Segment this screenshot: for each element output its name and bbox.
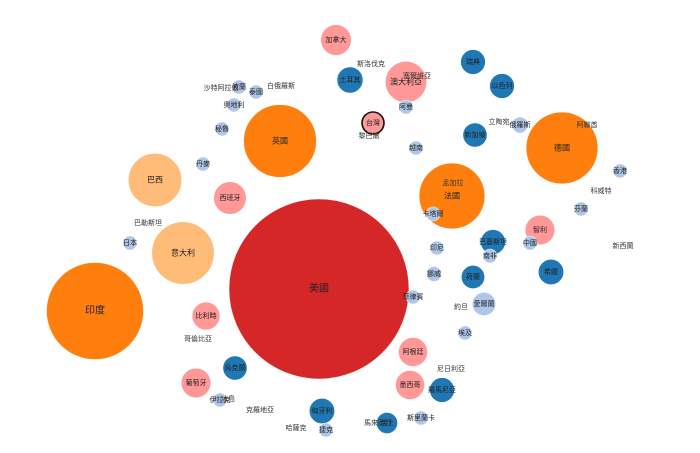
bubble-40[interactable]: [212, 392, 228, 408]
bubble-47[interactable]: [457, 325, 473, 341]
bubble-0[interactable]: [228, 198, 410, 380]
bubble-25[interactable]: [460, 264, 485, 289]
bubble-3[interactable]: [525, 111, 599, 185]
bubble-35[interactable]: [573, 201, 589, 217]
bubble-33[interactable]: [214, 121, 230, 137]
bubble-44[interactable]: [429, 240, 445, 256]
bubble-39[interactable]: [482, 248, 498, 264]
outer-label-6: 科威特: [591, 186, 612, 195]
bubble-26[interactable]: [429, 377, 455, 403]
bubble-32[interactable]: [195, 156, 211, 172]
bubble-38[interactable]: [248, 84, 264, 100]
bubble-14[interactable]: [398, 337, 428, 367]
bubble-23[interactable]: [222, 355, 248, 381]
bubble-31[interactable]: [612, 163, 628, 179]
bubble-16[interactable]: [336, 66, 364, 94]
bubble-27[interactable]: [471, 291, 496, 316]
bubble-29[interactable]: [522, 235, 538, 251]
outer-label-0: 尼日利亞: [437, 364, 465, 373]
bubble-1[interactable]: [46, 262, 144, 360]
outer-label-1: 巴勒斯坦: [134, 218, 162, 227]
bubble-5[interactable]: [151, 221, 215, 285]
outer-label-5: 哥倫比亞: [184, 334, 212, 343]
bubble-18[interactable]: [489, 73, 515, 99]
outer-label-4: 斯洛伐克: [357, 59, 385, 68]
outer-label-10: 約旦: [454, 302, 468, 311]
bubble-12[interactable]: [395, 370, 425, 400]
bubble-7[interactable]: [384, 60, 427, 104]
bubble-10[interactable]: [191, 301, 221, 331]
bubble-11[interactable]: [180, 367, 212, 399]
bubble-28[interactable]: [511, 116, 529, 134]
bubble-22[interactable]: [376, 412, 398, 434]
bubble-34[interactable]: [226, 97, 242, 113]
outer-label-3: 白俄羅斯: [267, 81, 295, 90]
outer-label-16: 立陶宛: [489, 117, 510, 126]
bubble-48[interactable]: [413, 410, 429, 426]
bubble-37[interactable]: [425, 206, 441, 222]
bubble-41[interactable]: [231, 79, 247, 95]
bubble-9[interactable]: [320, 24, 352, 56]
outer-label-15: 克羅地亞: [246, 405, 274, 414]
outer-label-12: 哈薩克: [286, 423, 307, 432]
bubble-43[interactable]: [408, 140, 424, 156]
bubble-15[interactable]: [361, 111, 385, 135]
bubble-19[interactable]: [462, 122, 488, 148]
bubble-30[interactable]: [122, 235, 138, 251]
bubble-2[interactable]: [243, 104, 317, 178]
bubble-6[interactable]: [128, 153, 183, 208]
bubble-20[interactable]: [308, 397, 335, 424]
outer-label-7: 新西蘭: [613, 241, 634, 250]
bubble-45[interactable]: [405, 289, 421, 305]
bubble-42[interactable]: [318, 422, 334, 438]
bubble-36[interactable]: [426, 266, 442, 282]
bubble-24[interactable]: [537, 258, 564, 285]
bubble-8[interactable]: [213, 181, 247, 215]
bubble-46[interactable]: [398, 99, 414, 115]
bubble-17[interactable]: [460, 49, 486, 75]
